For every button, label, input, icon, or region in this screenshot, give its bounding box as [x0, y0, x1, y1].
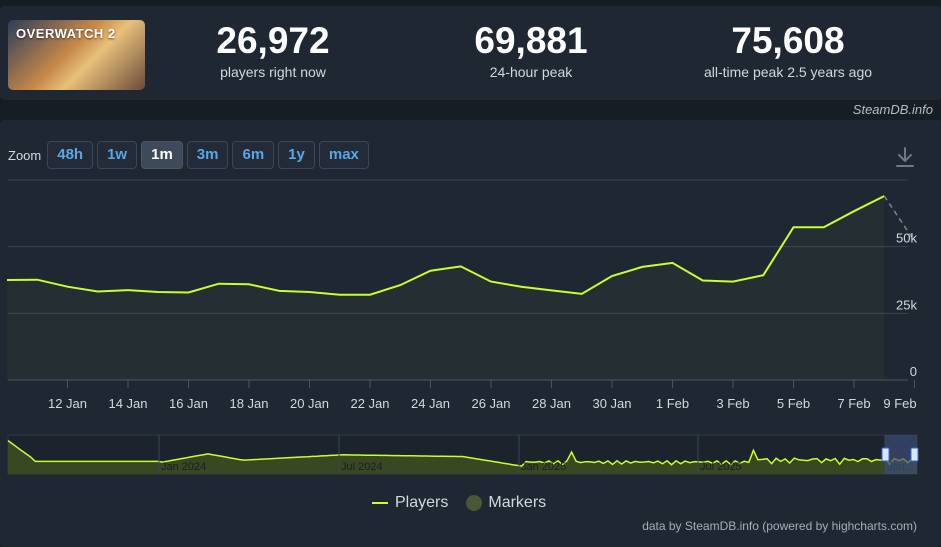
markers-legend-icon	[466, 495, 483, 511]
chart-credits[interactable]: data by SteamDB.info (powered by highcha…	[642, 519, 917, 533]
x-tick-label: 22 Jan	[350, 396, 389, 411]
zoom-label: Zoom	[8, 147, 42, 163]
zoom-3m-button[interactable]: 3m	[186, 141, 229, 169]
x-axis: 12 Jan 14 Jan 16 Jan 18 Jan 20 Jan 22 Jan 24 J…	[48, 380, 917, 411]
zoom-1m-button[interactable]: 1m	[141, 141, 183, 169]
navigator-tick-label: Jan 2025	[521, 461, 566, 473]
series-line-players	[6, 195, 885, 296]
stat-label: 24-hour peak	[489, 64, 573, 80]
x-tick-label: 20 Jan	[290, 396, 329, 411]
players-legend-icon	[372, 502, 388, 504]
zoom-controls: Zoom 48h 1w 1m 3m 6m 1y max	[8, 141, 373, 169]
x-tick-label: 30 Jan	[592, 396, 631, 411]
x-tick-label: 18 Jan	[229, 396, 268, 411]
stat-label: players right now	[220, 64, 326, 80]
series-area-fill	[7, 196, 885, 380]
stat-24h-peak: 69,881 24-hour peak	[451, 20, 611, 82]
source-tag[interactable]: SteamDB.info	[852, 102, 933, 117]
stat-value: 69,881	[474, 20, 588, 61]
series-line	[6, 195, 916, 296]
navigator-handle-icon	[910, 447, 919, 462]
x-tick-label: 24 Jan	[411, 396, 450, 411]
x-tick-label: 26 Jan	[471, 396, 510, 411]
x-tick-label: 9 Feb	[883, 396, 916, 411]
download-icon[interactable]	[895, 146, 915, 168]
navigator-handle-icon	[881, 447, 890, 462]
player-count-chart[interactable]: 12 Jan 14 Jan 16 Jan 18 Jan 20 Jan 22 Jan 24 J…	[0, 120, 941, 482]
x-tick-label: 12 Jan	[48, 396, 87, 411]
navigator-tick-label: Jul 2025	[700, 461, 742, 473]
x-tick-label: 3 Feb	[716, 396, 749, 411]
zoom-1y-button[interactable]: 1y	[278, 141, 315, 169]
grid-lines	[8, 179, 908, 381]
stat-value: 26,972	[216, 20, 330, 61]
x-tick-label: 7 Feb	[837, 396, 870, 411]
y-tick-label: 0	[910, 364, 917, 379]
x-tick-label: 16 Jan	[169, 396, 208, 411]
zoom-1w-button[interactable]: 1w	[97, 141, 138, 169]
y-axis: 0 25k 50k	[896, 231, 917, 379]
y-tick-label: 50k	[896, 231, 917, 246]
stat-all-time-peak: 75,608 all-time peak 2.5 years ago	[680, 20, 896, 82]
stat-value: 75,608	[731, 20, 845, 61]
stat-players-now: 26,972 players right now	[193, 20, 353, 82]
stats-header: OVERWATCH 2 26,972 players right now 69,…	[0, 6, 941, 100]
navigator-tick-label: Jul 2024	[341, 461, 383, 473]
game-thumbnail[interactable]: OVERWATCH 2	[8, 20, 145, 90]
navigator-tick-label: Jan 2024	[161, 461, 206, 473]
projection-line	[883, 195, 916, 242]
zoom-48h-button[interactable]: 48h	[47, 141, 94, 169]
x-tick-label: 14 Jan	[108, 396, 147, 411]
chart-panel: Zoom 48h 1w 1m 3m 6m 1y max	[0, 120, 941, 547]
chart-legend: Players Markers	[372, 494, 546, 512]
zoom-max-button[interactable]: max	[318, 141, 369, 169]
zoom-6m-button[interactable]: 6m	[232, 141, 275, 169]
x-tick-label: 1 Feb	[656, 396, 689, 411]
y-tick-label: 25k	[896, 297, 917, 312]
navigator-area	[8, 440, 917, 474]
series-area	[7, 196, 885, 380]
x-tick-label: 5 Feb	[777, 396, 810, 411]
stat-label: all-time peak 2.5 years ago	[703, 64, 873, 80]
game-logo-text: OVERWATCH 2	[16, 26, 116, 41]
legend-markers[interactable]: Markers	[488, 494, 547, 511]
legend-players[interactable]: Players	[395, 494, 449, 511]
x-tick-label: 28 Jan	[532, 396, 571, 411]
